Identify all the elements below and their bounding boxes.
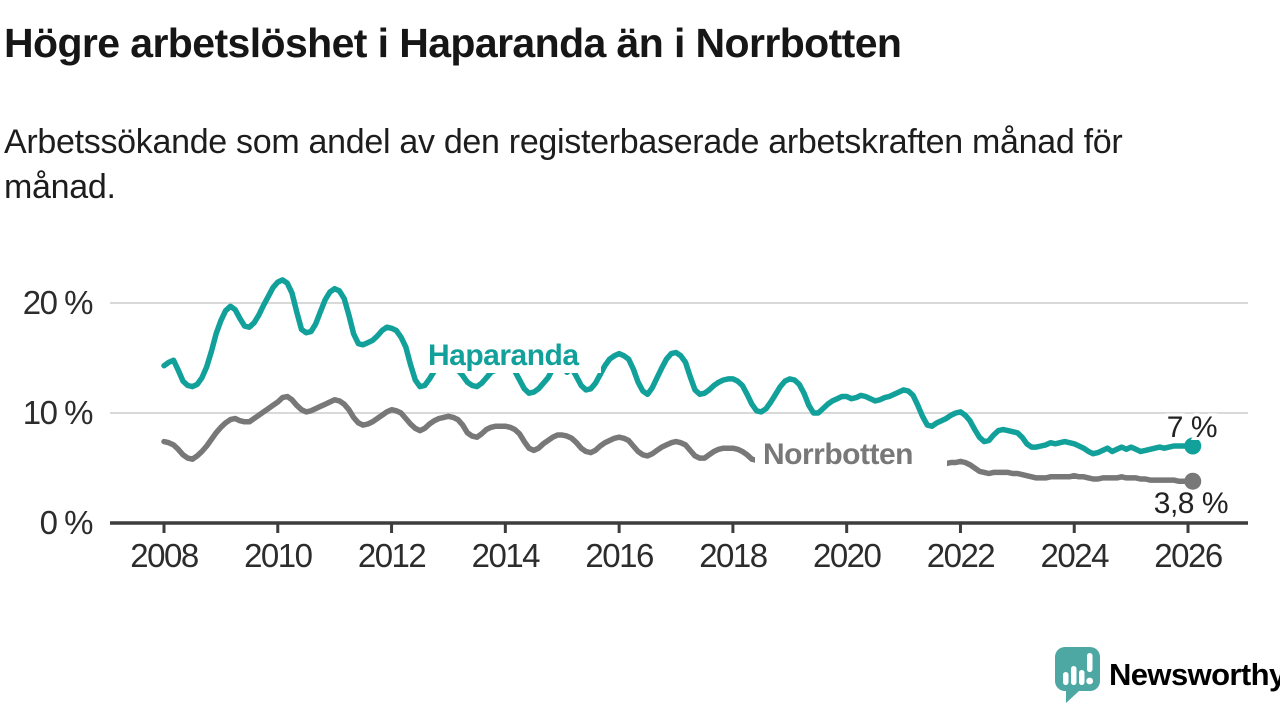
newsworthy-logo: Newsworthy [1054, 646, 1280, 704]
norrbotten-end-value: 3,8 % [1154, 487, 1228, 520]
haparanda-line [161, 277, 1196, 457]
logo-bar-1 [1063, 672, 1069, 685]
x-tick-label: 2014 [472, 537, 541, 574]
logo-bubble [1055, 647, 1100, 703]
x-tick-label: 2012 [358, 537, 426, 574]
newsworthy-wordmark: Newsworthy [1109, 657, 1280, 692]
norrbotten-label-halo [755, 438, 947, 473]
x-tick-label: 2024 [1041, 537, 1110, 574]
haparanda-label: Haparanda [428, 339, 579, 372]
haparanda-end-dot [1184, 437, 1202, 455]
logo-exclamation-dot [1086, 677, 1094, 685]
line-chart-canvas: 0 % 10 % 20 % 2008 2010 2012 2014 2016 2018 2020 2… [23, 277, 1248, 574]
chart-subtitle: Arbetssökande som andel av den registerb… [4, 123, 1123, 206]
x-tick-label: 2020 [813, 537, 882, 574]
norrbotten-label: Norrbotten [763, 438, 913, 471]
logo-bar-2 [1071, 666, 1077, 685]
x-tick-label: 2008 [130, 537, 198, 574]
norrbotten-line [161, 393, 1196, 484]
logo-exclamation-bar [1087, 653, 1093, 672]
x-tick-label: 2016 [585, 537, 653, 574]
x-tick-label: 2010 [244, 537, 313, 574]
haparanda-end-value: 7 % [1167, 411, 1217, 444]
line-chart: 0 % 10 % 20 % 2008 2010 2012 2014 2016 2018 2020 2… [0, 270, 1280, 600]
newsworthy-logo-icon [1055, 647, 1100, 703]
y-tick-label: 10 % [23, 394, 93, 431]
y-tick-label: 0 % [40, 504, 94, 541]
norrbotten-end-dot [1184, 472, 1202, 490]
x-tick-label: 2018 [699, 537, 767, 574]
y-tick-label: 20 % [23, 284, 93, 321]
chart-title: Högre arbetslöshet i Haparanda än i Norr… [4, 20, 902, 66]
x-tick-label: 2022 [927, 537, 995, 574]
haparanda-label-halo [421, 336, 601, 373]
x-tick-label: 2026 [1154, 537, 1222, 574]
logo-bar-3 [1079, 670, 1085, 685]
